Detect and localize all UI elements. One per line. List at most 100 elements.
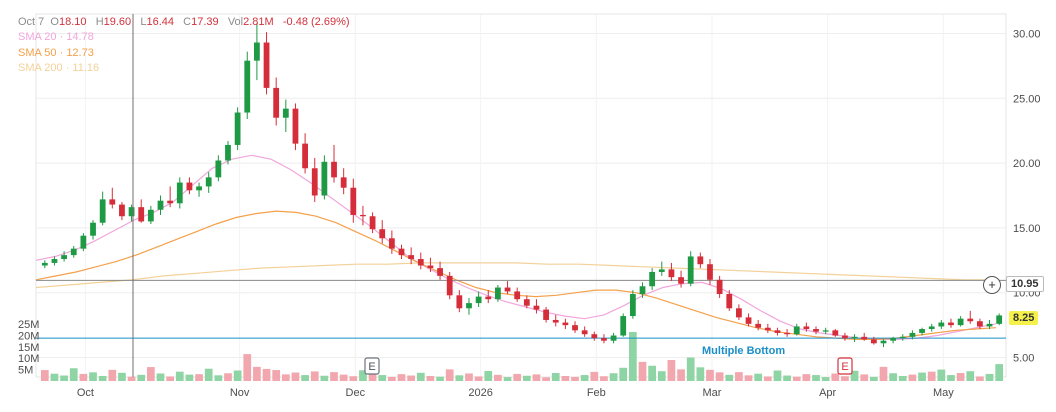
volume-bar	[792, 376, 801, 381]
volume-bar	[359, 370, 367, 381]
sma-20-value: 14.78	[66, 31, 94, 43]
open-value: 18.10	[58, 16, 87, 28]
candle-body	[822, 330, 829, 332]
volume-bar	[175, 371, 184, 381]
candle-body	[928, 326, 935, 330]
candle-body	[90, 222, 96, 236]
volume-bar	[185, 374, 194, 381]
volume-bar	[812, 375, 820, 381]
plus-circle-icon[interactable]: +	[983, 276, 1001, 294]
candle-body	[321, 161, 328, 196]
volume-bar	[349, 376, 358, 381]
candle-body	[331, 161, 337, 178]
candle-body	[861, 336, 868, 340]
candle-body	[813, 329, 819, 332]
multiple-bottom-label[interactable]: Multiple Bottom	[702, 345, 786, 357]
candle-body	[591, 334, 598, 339]
candle-body	[128, 207, 135, 217]
volume-bar	[870, 376, 878, 381]
candle-body	[167, 200, 174, 204]
candle-body	[147, 209, 154, 222]
high-value: 19.60	[103, 16, 132, 28]
reference-lines	[36, 279, 1006, 339]
y-tick-label: 25.00	[1013, 93, 1041, 105]
volume-bar	[79, 373, 88, 381]
candle-body	[909, 332, 916, 337]
volume-bar	[89, 372, 97, 381]
change-value: -0.48 (2.69%)	[282, 16, 350, 28]
volume-bar	[166, 376, 174, 381]
candle-body	[967, 318, 974, 322]
candle-body	[408, 255, 415, 260]
volume-bar	[204, 368, 213, 381]
x-tick-label: 2026	[468, 387, 492, 399]
volume-tick-label: 20M	[18, 330, 39, 342]
x-tick-label: Dec	[346, 387, 366, 399]
volume-tick-label: 5M	[18, 365, 33, 377]
sma-20-legend[interactable]: SMA 20 · 14.78	[18, 31, 94, 43]
low-label: L	[140, 16, 147, 28]
candle-body	[793, 326, 800, 335]
x-tick-label: Feb	[587, 387, 606, 399]
x-tick-label: Nov	[230, 387, 250, 399]
volume-bar	[494, 374, 502, 381]
volume-bar	[763, 376, 772, 381]
earnings-marker-mar[interactable]: E	[837, 357, 853, 375]
volume-bar	[831, 373, 840, 381]
volume-bar	[590, 371, 599, 381]
volume-bar	[368, 373, 377, 381]
volume-tick-label: 10M	[18, 353, 39, 365]
candlesticks[interactable]	[41, 23, 1003, 348]
candle-body	[716, 279, 723, 295]
volume-bar	[947, 375, 955, 381]
low-value: 16.44	[146, 16, 174, 28]
candle-body	[254, 42, 260, 61]
volume-bar	[657, 371, 666, 381]
volume-bar	[638, 361, 647, 381]
candle-body	[205, 177, 212, 187]
volume-tick-label: 25M	[18, 319, 39, 331]
candle-body	[475, 296, 482, 304]
volume-bar	[426, 375, 435, 381]
candle-body	[398, 248, 405, 256]
candle-body	[99, 199, 106, 223]
earnings-marker-dec[interactable]: E	[364, 357, 380, 375]
volume-bar	[956, 373, 965, 381]
sma-200-legend[interactable]: SMA 200 · 11.16	[18, 62, 100, 74]
candle-body	[552, 319, 559, 323]
ohlc-row: Oct 7 O18.10 H19.60 L16.44 C17.39 Vol2.8…	[18, 14, 350, 30]
sma-200-value: 11.16	[72, 62, 100, 74]
volume-bar	[156, 373, 165, 381]
close-value: 17.39	[191, 16, 219, 28]
volume-bar	[378, 375, 387, 381]
candle-body	[764, 327, 771, 331]
volume-bar	[281, 374, 290, 381]
volume-bar	[484, 370, 493, 381]
candle-body	[678, 277, 684, 284]
candle-body	[890, 338, 897, 341]
time-axis[interactable]: Oct Nov Dec 2026 Feb Mar Apr May	[77, 387, 954, 399]
candle-body	[350, 187, 357, 215]
volume-bar	[436, 376, 444, 381]
candle-body	[244, 60, 251, 113]
candle-body	[215, 160, 222, 178]
volume-bar	[706, 369, 714, 381]
volume-bar	[224, 373, 232, 381]
candle-body	[456, 295, 463, 309]
volume-bar	[98, 375, 107, 381]
sma-50-label: SMA 50	[18, 46, 57, 59]
volume-bar	[773, 370, 782, 381]
earnings-letter: E	[368, 361, 375, 373]
close-label: C	[183, 16, 192, 28]
volume-bar	[889, 373, 897, 381]
volume-bar	[879, 366, 888, 381]
candle-body	[446, 275, 453, 296]
candle-body	[196, 186, 202, 191]
sma-50-legend[interactable]: SMA 50 · 12.73	[18, 46, 94, 59]
candle-body	[523, 299, 530, 306]
volume-bar	[696, 367, 705, 381]
candle-body	[784, 332, 790, 335]
candle-body	[340, 177, 347, 188]
